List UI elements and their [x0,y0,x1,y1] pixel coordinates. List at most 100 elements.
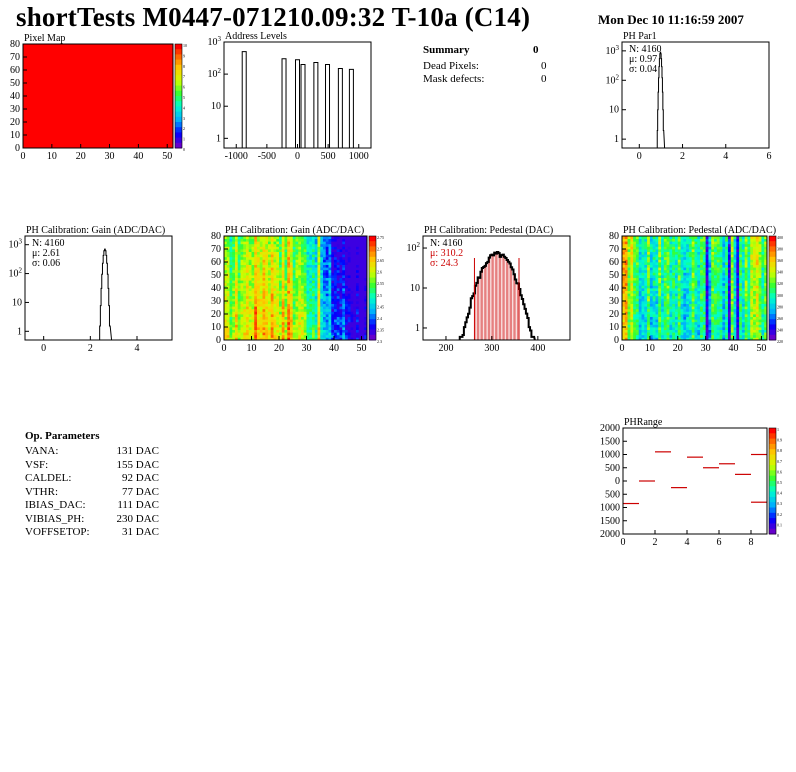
heatmap-cell [339,332,343,336]
heatmap-cell [691,269,695,273]
heatmap-cell [655,267,659,271]
heatmap-cell [750,282,754,286]
heatmap-cell [624,332,628,336]
heatmap-cell [641,251,645,255]
heatmap-cell [672,301,676,304]
heatmap-cell [320,311,324,315]
heatmap-cell [328,301,332,304]
heatmap-cell [644,324,648,328]
heatmap-cell [328,337,332,341]
heatmap-cell [356,332,360,336]
heatmap-cell [719,238,723,242]
heatmap-cell [224,293,228,297]
z-scale-cell [369,319,376,325]
heatmap-cell [306,334,310,338]
heatmap-cell [652,306,656,310]
heatmap-cell [284,324,288,328]
heatmap-cell [254,272,258,276]
x-tick-label: 400 [530,343,545,354]
heatmap-cell [350,246,354,250]
heatmap-cell [755,267,760,271]
heatmap-cell [268,246,272,250]
heatmap-cell [688,264,693,268]
heatmap-cell [262,308,266,312]
heatmap-cell [750,301,754,304]
heatmap-cell [647,256,651,260]
heatmap-cell [240,306,244,310]
heatmap-cell [697,280,701,284]
heatmap-cell [290,311,294,315]
heatmap-cell [702,269,707,273]
heatmap-cell [663,282,668,286]
heatmap-cell [733,243,737,247]
heatmap-cell [237,251,241,255]
heatmap-cell [633,264,637,268]
heatmap-cell [663,334,668,338]
heatmap-cell [262,259,266,263]
heatmap-cell [691,256,695,260]
heatmap-cell [739,256,743,260]
heatmap-cell [331,246,335,250]
heatmap-cell [638,327,642,330]
heatmap-cell [312,238,316,242]
heatmap-cell [246,249,250,252]
heatmap-cell [677,301,681,304]
heatmap-cell [624,277,628,281]
heatmap-cell [303,327,307,330]
heatmap-cell [672,264,676,268]
heatmap-cell [284,319,288,323]
heatmap-cell [240,238,244,242]
heatmap-cell [323,311,327,315]
heatmap-cell [347,332,351,336]
heatmap-cell [750,288,754,291]
heatmap-cell [323,306,327,310]
heatmap-cell [361,334,365,338]
heatmap-cell [750,259,754,263]
heatmap-cell [741,262,746,265]
heatmap-cell [697,329,701,333]
heatmap-cell [347,254,351,258]
heatmap-cell [320,314,324,317]
heatmap-cell [755,259,760,263]
heatmap-cell [722,246,726,250]
heatmap-cell [292,280,296,284]
heatmap-cell [669,327,673,330]
heatmap-cell [331,277,335,281]
heatmap-cell [702,327,707,330]
heatmap-cell [232,290,236,294]
heatmap-cell [331,314,335,317]
heatmap-cell [279,262,283,265]
heatmap-cell [633,267,637,271]
heatmap-cell [736,332,740,336]
heatmap-cell [334,332,338,336]
heatmap-cell [711,288,715,291]
heatmap-cell [287,236,291,239]
heatmap-cell [652,329,656,333]
heatmap-cell [312,329,316,333]
heatmap-cell [674,264,679,268]
heatmap-cell [700,259,704,263]
heatmap-cell [716,285,720,289]
heatmap-cell [747,334,751,338]
heatmap-cell [747,285,751,289]
heatmap-cell [739,334,743,338]
heatmap-cell [262,249,266,252]
heatmap-cell [672,314,676,317]
heatmap-cell [761,272,765,276]
heatmap-cell [232,254,236,258]
heatmap-cell [716,259,720,263]
heatmap-cell [262,269,266,273]
heatmap-cell [356,293,360,297]
heatmap-cell [652,303,656,307]
heatmap-cell [251,316,255,320]
heatmap-cell [254,316,258,320]
heatmap-cell [312,314,316,317]
heatmap-cell [633,288,637,291]
heatmap-cell [320,332,324,336]
heatmap-cell [686,272,690,276]
heatmap-cell [276,316,280,320]
heatmap-cell [694,329,698,333]
heatmap-cell [744,269,748,273]
heatmap-cell [226,319,230,323]
heatmap-cell [716,267,720,271]
